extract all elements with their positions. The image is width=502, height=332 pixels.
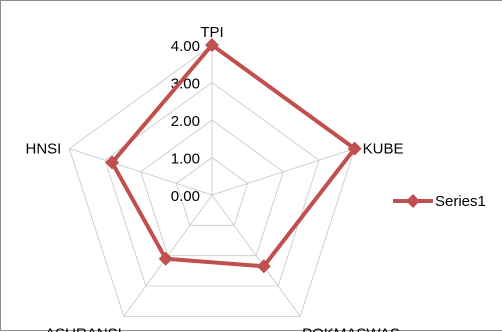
grid-spoke-4: [69, 148, 213, 196]
tick-label-1: 1.00: [171, 151, 200, 168]
series-0-point-0: [205, 38, 219, 52]
tick-label-2: 2.00: [171, 113, 200, 130]
grid-ring-2: [140, 119, 284, 257]
tick-label-3: 3.00: [171, 76, 200, 93]
tick-label-4: 4.00: [171, 38, 200, 55]
grid-ring-1: [175, 156, 249, 226]
category-label-asuransi: ASURANSI: [45, 325, 122, 332]
legend: Series1: [393, 193, 486, 210]
category-label-pokmaswas: POKMASWAS: [302, 325, 400, 332]
legend-series-label: Series1: [435, 193, 486, 210]
tick-label-0: 0.00: [171, 188, 200, 205]
series-0-point-1: [347, 141, 362, 156]
series-layer: [105, 38, 362, 274]
grid-spoke-1: [211, 148, 355, 196]
category-label-kube: KUBE: [363, 141, 404, 158]
radar-grid: [68, 44, 356, 317]
series-0-point-4: [105, 155, 120, 170]
legend-series-marker: [406, 194, 420, 208]
series-0-point-3: [158, 251, 173, 266]
category-label-tpi: TPI: [200, 24, 223, 41]
radial-tick-labels: 0.00 1.00 2.00 3.00 4.00: [171, 38, 200, 205]
series-0-line: [110, 43, 357, 269]
series-0-point-2: [256, 259, 271, 274]
grid-spoke-2: [211, 194, 301, 317]
category-labels: TPI KUBE POKMASWAS ASURANSI HNSI: [25, 24, 403, 332]
category-label-hnsi: HNSI: [25, 141, 61, 158]
